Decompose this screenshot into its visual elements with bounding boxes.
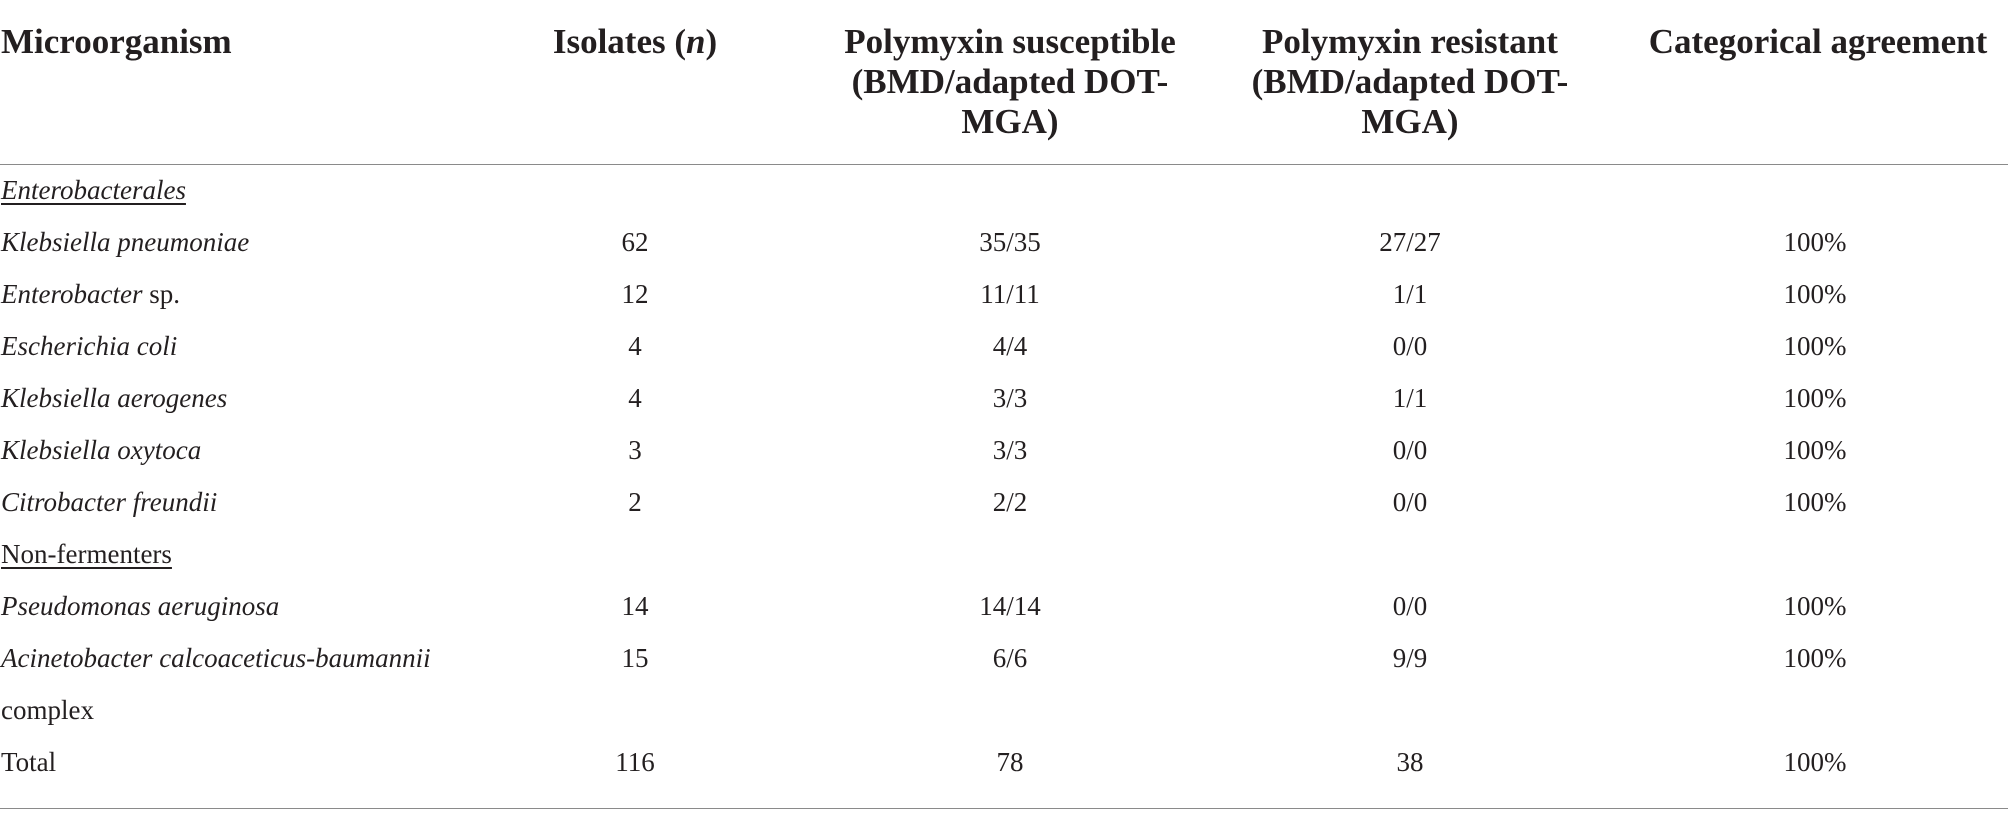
row-resistant: 0/0 [1392,331,1428,361]
row-name: Acinetobacter calcoaceticus-baumannii [1,643,431,673]
row-resistant: 9/9 [1392,643,1428,673]
row-resistant: 1/1 [1392,383,1428,413]
row-name: Klebsiella oxytoca [1,435,202,465]
row-isolates: 15 [621,643,649,673]
row-name: Citrobacter freundii [1,487,218,517]
row-resistant: 0/0 [1392,591,1428,621]
row-agreement: 100% [1783,383,1847,413]
row-name: Escherichia coli [1,331,178,361]
header-resistant: Polymyxin resistant (BMD/adapted DOT-MGA… [1251,22,1569,141]
header-isolates-n: n [686,22,706,61]
row-name-continuation: complex [1,695,94,725]
row-susceptible: 3/3 [992,383,1028,413]
total-isolates: 116 [615,747,655,777]
row-agreement: 100% [1783,279,1847,309]
row-isolates: 12 [621,279,649,309]
row-agreement: 100% [1783,487,1847,517]
row-resistant: 0/0 [1392,487,1428,517]
row-susceptible: 11/11 [980,279,1040,309]
group-label-nonfermenters: Non-fermenters [1,539,172,569]
header-microorganism: Microorganism [1,22,232,61]
row-susceptible: 2/2 [992,487,1028,517]
row-agreement: 100% [1783,331,1847,361]
row-isolates: 3 [628,435,642,465]
row-name: Enterobacter sp. [1,277,180,311]
row-resistant: 1/1 [1392,279,1428,309]
header-isolates: Isolates (n) [520,22,750,62]
row-name: Klebsiella aerogenes [1,383,228,413]
row-susceptible: 4/4 [992,331,1028,361]
header-agreement: Categorical agreement [1648,22,1988,61]
bottom-rule [0,808,2008,809]
row-isolates: 4 [628,331,642,361]
total-resistant: 38 [1396,747,1424,777]
row-name-italic: Enterobacter [1,279,143,309]
header-isolates-suffix: ) [705,22,718,61]
row-susceptible: 3/3 [992,435,1028,465]
row-agreement: 100% [1783,591,1847,621]
header-susceptible: Polymyxin susceptible (BMD/adapted DOT-M… [844,22,1176,141]
row-isolates: 4 [628,383,642,413]
group-label-enterobacterales: Enterobacterales [1,175,186,205]
header-isolates-prefix: Isolates ( [552,22,687,61]
total-label: Total [1,747,57,777]
row-isolates: 2 [628,487,642,517]
row-name: Klebsiella pneumoniae [1,227,250,257]
row-isolates: 14 [621,591,649,621]
row-isolates: 62 [621,227,649,257]
row-susceptible: 35/35 [979,227,1041,257]
row-agreement: 100% [1783,435,1847,465]
header-rule [0,164,2008,165]
total-susceptible: 78 [996,747,1024,777]
row-resistant: 27/27 [1379,227,1441,257]
row-name: Pseudomonas aeruginosa [1,591,280,621]
row-agreement: 100% [1783,227,1847,257]
total-agreement: 100% [1783,747,1847,777]
row-name-rest: sp. [142,279,180,309]
row-susceptible: 14/14 [979,591,1041,621]
row-susceptible: 6/6 [992,643,1028,673]
row-agreement: 100% [1783,643,1847,673]
row-resistant: 0/0 [1392,435,1428,465]
